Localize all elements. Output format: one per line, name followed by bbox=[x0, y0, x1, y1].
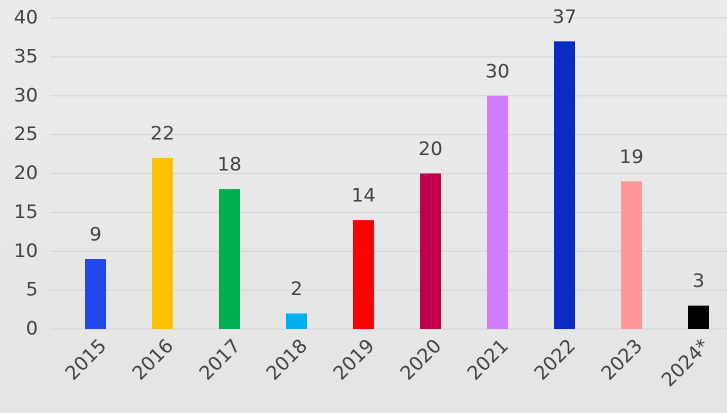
x-tick-label: 2023 bbox=[597, 335, 647, 385]
y-tick-label: 25 bbox=[14, 123, 38, 145]
data-label: 19 bbox=[619, 146, 643, 168]
data-label: 9 bbox=[89, 224, 101, 246]
x-tick-label: 2017 bbox=[195, 335, 245, 385]
data-label: 14 bbox=[351, 185, 375, 207]
y-tick-label: 5 bbox=[26, 279, 38, 301]
data-label: 22 bbox=[150, 122, 174, 144]
x-tick-label: 2015 bbox=[61, 335, 111, 385]
y-tick-label: 10 bbox=[14, 240, 38, 262]
bar bbox=[420, 173, 441, 329]
x-tick-label: 2019 bbox=[329, 335, 379, 385]
data-label: 2 bbox=[290, 278, 302, 300]
y-tick-label: 40 bbox=[14, 7, 38, 29]
bar bbox=[85, 259, 106, 329]
bar bbox=[353, 220, 374, 329]
y-tick-label: 30 bbox=[14, 84, 38, 106]
bar bbox=[688, 305, 709, 329]
x-tick-label: 2022 bbox=[530, 335, 580, 385]
y-tick-label: 35 bbox=[14, 45, 38, 67]
y-tick-label: 0 bbox=[26, 318, 38, 340]
y-tick-label: 15 bbox=[14, 201, 38, 223]
data-label: 20 bbox=[418, 138, 442, 160]
x-tick-label: 2024* bbox=[657, 335, 713, 391]
x-tick-label: 2018 bbox=[262, 335, 312, 385]
x-tick-label: 2021 bbox=[463, 335, 513, 385]
bar bbox=[152, 157, 173, 329]
data-label: 30 bbox=[485, 60, 509, 82]
bar bbox=[621, 181, 642, 329]
data-label: 18 bbox=[217, 154, 241, 176]
x-tick-label: 2020 bbox=[396, 335, 446, 385]
bar bbox=[286, 313, 307, 329]
x-tick-label: 2016 bbox=[128, 335, 178, 385]
data-label: 3 bbox=[692, 270, 704, 292]
bar bbox=[554, 41, 575, 329]
y-tick-label: 20 bbox=[14, 162, 38, 184]
bar bbox=[487, 95, 508, 329]
bar bbox=[219, 189, 240, 329]
data-label: 37 bbox=[552, 6, 576, 28]
